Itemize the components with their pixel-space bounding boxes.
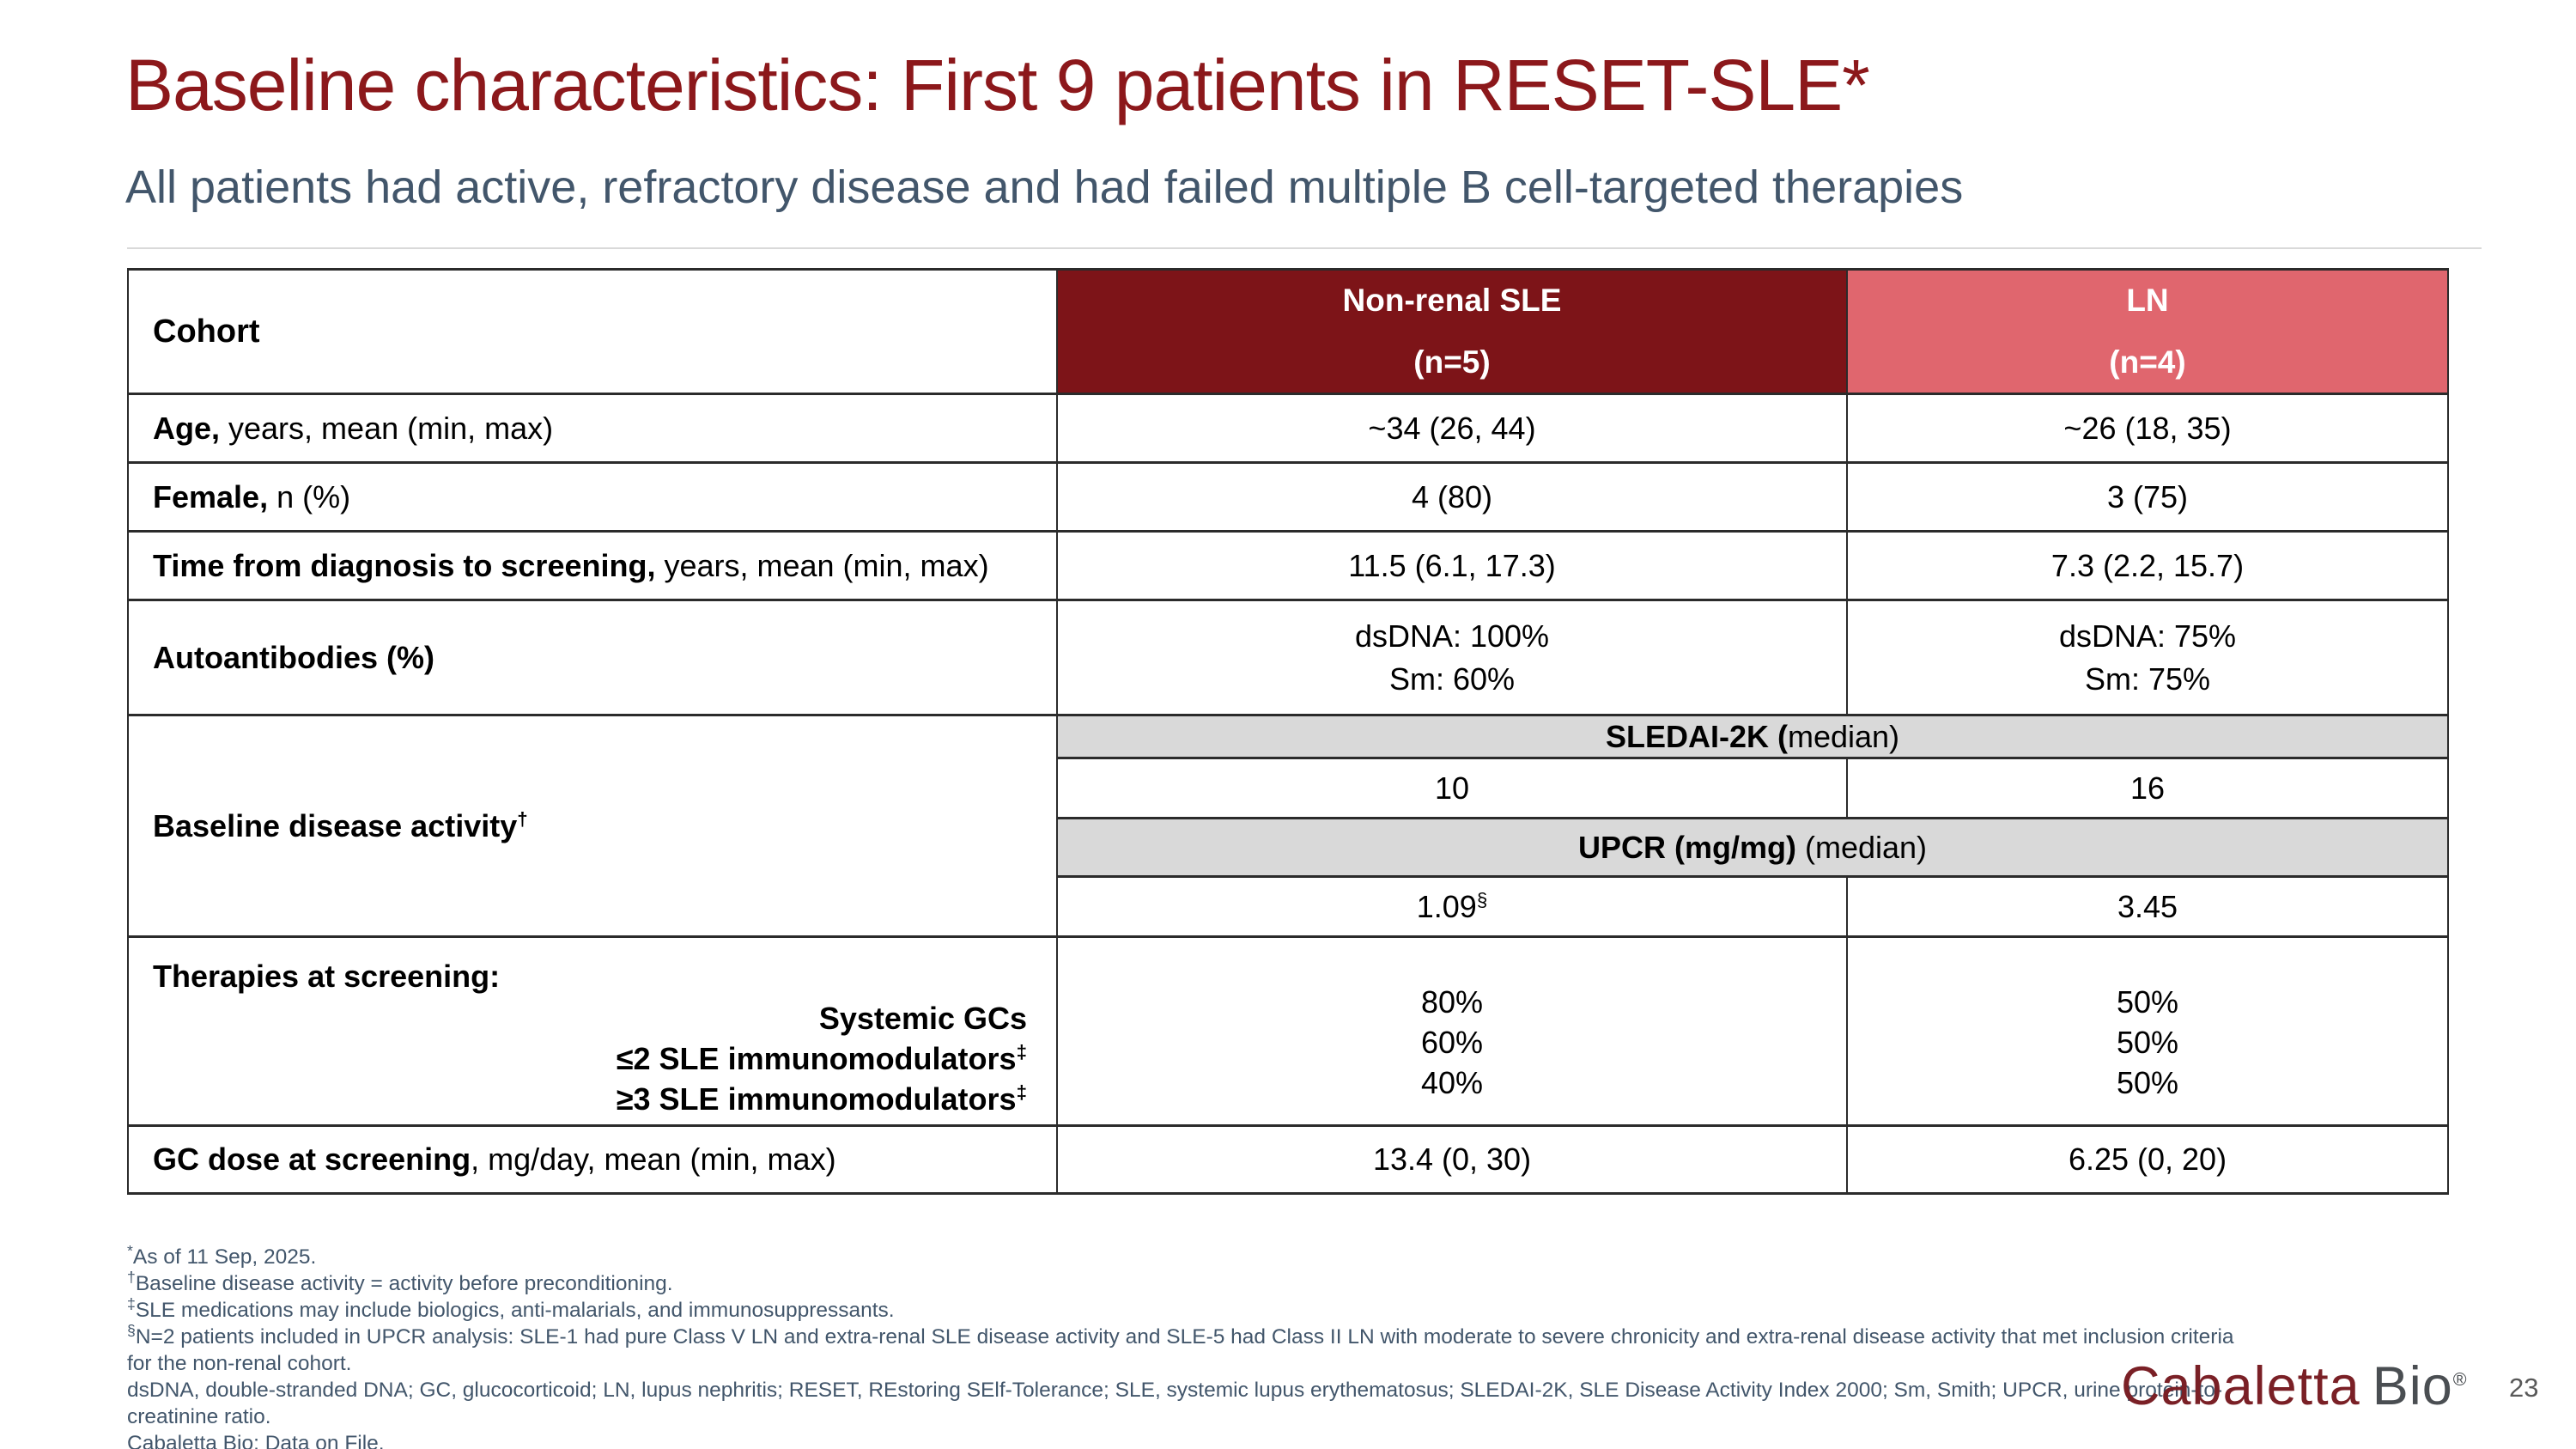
table-row-time-from-diagnosis: Time from diagnosis to screening, years,… (127, 530, 2449, 601)
baseline-disease-activity-dagger: † (517, 807, 528, 830)
page-title: Baseline characteristics: First 9 patien… (125, 45, 1870, 125)
table-row-age: Age, years, mean (min, max) ~34 (26, 44)… (127, 393, 2449, 464)
footnote-data-on-file: Cabaletta Bio: Data on File. (127, 1430, 2257, 1449)
sledai-band-rest: median) (1787, 718, 1900, 754)
footnote-baseline-activity: †Baseline disease activity = activity be… (127, 1268, 2257, 1297)
age-ln-value: ~26 (18, 35) (1846, 393, 2449, 464)
row-label-age-bold: Age, (153, 410, 221, 446)
nonrenal-sle-header-cell: Non-renal SLE (n=5) (1056, 268, 1848, 395)
upcr-ln-value: 3.45 (1846, 875, 2449, 938)
row-label-time-bold: Time from diagnosis to screening, (153, 547, 656, 583)
footnote-asof-text: As of 11 Sep, 2025. (132, 1245, 317, 1269)
table-row-sledai-values: 10 16 (128, 757, 2449, 819)
footnote-sle-medications-sup: ‡ (127, 1294, 136, 1312)
therapies-item-2-label: ≥3 SLE immunomodulators (616, 1081, 1017, 1117)
table-row-autoantibodies: Autoantibodies (%) dsDNA: 100% Sm: 60% d… (127, 599, 2449, 716)
footnote-abbreviations: dsDNA, double-stranded DNA; GC, glucocor… (127, 1377, 2257, 1430)
upcr-band-bold: UPCR (mg/mg) (1577, 829, 1796, 865)
row-label-female-rest: n (%) (268, 478, 351, 514)
logo-cabaletta-text: Cabaletta (2121, 1356, 2360, 1416)
female-ln-value: 3 (75) (1846, 461, 2449, 533)
row-label-autoantibodies: Autoantibodies (%) (127, 599, 1058, 716)
therapies-nonrenal-values: 80% 60% 40% (1056, 935, 1848, 1127)
female-nonrenal-value: 4 (80) (1056, 461, 1848, 533)
registered-trademark-icon: ® (2452, 1369, 2468, 1390)
footnote-asof-sup: * (127, 1241, 133, 1259)
ln-n: (n=4) (2109, 344, 2186, 380)
therapies-heading: Therapies at screening: (153, 959, 501, 994)
table-header-row: Cohort Non-renal SLE (n=5) LN (n=4) (127, 268, 2449, 395)
upcr-band-rest: (median) (1795, 829, 1928, 865)
footnote-upcr-analysis: §N=2 patients included in UPCR analysis:… (127, 1321, 2257, 1377)
footnote-asof: *As of 11 Sep, 2025. (127, 1241, 2257, 1270)
autoantibodies-ln-value: dsDNA: 75% Sm: 75% (1846, 599, 2449, 716)
therapies-item-1-sup: ‡ (1016, 1041, 1027, 1062)
page-number: 23 (2509, 1373, 2539, 1403)
row-label-time: Time from diagnosis to screening, years,… (127, 530, 1058, 601)
ln-label: LN (2126, 282, 2169, 318)
row-label-baseline-disease-activity: Baseline disease activity† (127, 714, 1058, 938)
upcr-section-sup: § (1476, 888, 1488, 910)
table-row-gc-dose: GC dose at screening, mg/day, mean (min,… (127, 1124, 2449, 1195)
row-label-time-rest: years, mean (min, max) (655, 547, 989, 583)
logo-bio-text: Bio (2372, 1356, 2453, 1416)
table-row-upcr-values: 1.09§ 3.45 (128, 875, 2449, 938)
sledai-band-bold: SLEDAI-2K ( (1605, 718, 1788, 754)
therapies-item-2-sup: ‡ (1016, 1081, 1027, 1103)
footnote-sle-medications: ‡SLE medications may include biologics, … (127, 1294, 2257, 1324)
sledai-band-cell: SLEDAI-2K (median) (1056, 714, 2449, 759)
table-row-sledai-band: Baseline disease activity† SLEDAI-2K (me… (127, 714, 2449, 938)
ln-header-cell: LN (n=4) (1846, 268, 2449, 395)
age-nonrenal-value: ~34 (26, 44) (1056, 393, 1848, 464)
data-table: Cohort Non-renal SLE (n=5) LN (n=4) Age,… (127, 268, 2449, 1195)
row-label-therapies: Therapies at screening: Systemic GCs ≤2 … (127, 935, 1058, 1127)
therapies-item-0-label: Systemic GCs (818, 1001, 1027, 1036)
therapies-item-1-label: ≤2 SLE immunomodulators (616, 1041, 1017, 1076)
nonrenal-sle-label: Non-renal SLE (1342, 282, 1562, 318)
table-row-therapies: Therapies at screening: Systemic GCs ≤2 … (127, 935, 2449, 1127)
therapies-ln-values: 50% 50% 50% (1846, 935, 2449, 1127)
sledai-ln-value: 16 (1846, 757, 2449, 819)
time-nonrenal-value: 11.5 (6.1, 17.3) (1056, 530, 1848, 601)
sledai-nonrenal-value: 10 (1056, 757, 1848, 819)
therapies-item-le2-immunomodulators: ≤2 SLE immunomodulators‡ (153, 1038, 1039, 1079)
therapies-item-ge3-immunomodulators: ≥3 SLE immunomodulators‡ (153, 1079, 1039, 1119)
row-label-gc-dose-bold: GC dose at screening (153, 1142, 471, 1177)
footnote-sle-medications-text: SLE medications may include biologics, a… (135, 1299, 895, 1322)
row-label-gc-dose-rest: , mg/day, mean (min, max) (471, 1142, 836, 1177)
row-label-female-bold: Female, (153, 478, 269, 514)
cabaletta-bio-logo: Cabaletta Bio® (2121, 1355, 2468, 1417)
footnote-upcr-analysis-sup: § (127, 1321, 136, 1339)
page-subtitle: All patients had active, refractory dise… (125, 161, 1964, 213)
divider-rule (127, 247, 2482, 249)
footnote-abbreviations-text: dsDNA, double-stranded DNA; GC, glucocor… (127, 1379, 2223, 1428)
upcr-nonrenal-number: 1.09 (1416, 888, 1477, 924)
gc-dose-nonrenal-value: 13.4 (0, 30) (1056, 1124, 1848, 1195)
gc-dose-ln-value: 6.25 (0, 20) (1846, 1124, 2449, 1195)
row-label-age-rest: years, mean (min, max) (220, 410, 554, 446)
row-label-autoantibodies-bold: Autoantibodies (%) (153, 639, 434, 675)
upcr-nonrenal-value: 1.09§ (1056, 875, 1848, 938)
row-label-age: Age, years, mean (min, max) (127, 393, 1058, 464)
therapies-item-systemic-gcs: Systemic GCs (153, 998, 1039, 1038)
table-row-female: Female, n (%) 4 (80) 3 (75) (127, 461, 2449, 533)
cohort-header-cell: Cohort (127, 268, 1058, 395)
footnotes-block: *As of 11 Sep, 2025. †Baseline disease a… (127, 1241, 2257, 1449)
time-ln-value: 7.3 (2.2, 15.7) (1846, 530, 2449, 601)
footnote-upcr-analysis-text: N=2 patients included in UPCR analysis: … (127, 1325, 2234, 1375)
autoantibodies-nonrenal-value: dsDNA: 100% Sm: 60% (1056, 599, 1848, 716)
row-label-female: Female, n (%) (127, 461, 1058, 533)
upcr-band-cell: UPCR (mg/mg) (median) (1056, 817, 2449, 878)
footnote-baseline-sup: † (127, 1268, 136, 1286)
footnote-data-on-file-text: Cabaletta Bio: Data on File. (127, 1432, 385, 1449)
table-row-upcr-band: UPCR (mg/mg) (median) (128, 817, 2449, 878)
nonrenal-sle-n: (n=5) (1413, 344, 1491, 380)
row-label-gc-dose: GC dose at screening, mg/day, mean (min,… (127, 1124, 1058, 1195)
baseline-characteristics-table: Cohort Non-renal SLE (n=5) LN (n=4) Age,… (127, 268, 2449, 1195)
footnote-baseline-text: Baseline disease activity = activity bef… (135, 1272, 673, 1295)
baseline-disease-activity-text: Baseline disease activity (153, 807, 518, 843)
